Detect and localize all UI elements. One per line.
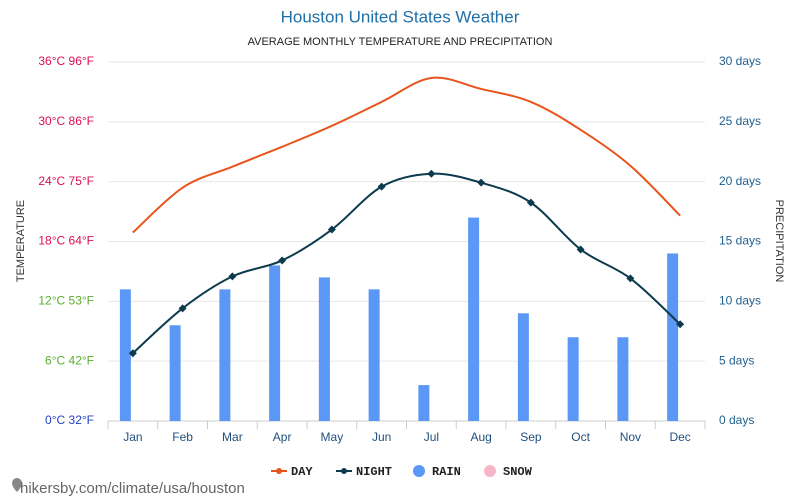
bar: [517, 313, 529, 421]
bar: [667, 253, 679, 421]
bar: [219, 289, 231, 421]
marker: [676, 320, 685, 329]
x-tick-label: Nov: [620, 430, 641, 444]
marker: [427, 169, 436, 178]
bar: [468, 217, 480, 421]
y-tick-label: 30°C 86°F: [38, 114, 94, 128]
y-tick-label: 24°C 75°F: [38, 174, 94, 188]
bar: [617, 337, 629, 421]
marker: [228, 272, 237, 281]
legend-swatch: [484, 465, 496, 477]
marker: [128, 349, 137, 358]
y-tick-label: 6°C 42°F: [45, 353, 94, 367]
bar: [119, 289, 131, 421]
y2-tick-label: 0 days: [719, 413, 754, 427]
marker: [377, 182, 386, 191]
y-tick-label: 18°C 64°F: [38, 234, 94, 248]
y-axis-title: TEMPERATURE: [15, 200, 27, 282]
x-tick-label: Mar: [222, 430, 243, 444]
bar: [169, 325, 181, 421]
legend-label: SNOW: [503, 465, 533, 479]
marker: [477, 178, 486, 187]
x-tick-label: Dec: [669, 430, 690, 444]
x-tick-label: Apr: [273, 430, 292, 444]
marker: [526, 198, 535, 207]
marker: [576, 245, 585, 254]
x-tick-label: Jun: [372, 430, 391, 444]
x-tick-label: Feb: [172, 430, 193, 444]
legend-label: DAY: [291, 465, 313, 479]
legend-label: RAIN: [432, 465, 461, 479]
x-tick-label: Sep: [520, 430, 542, 444]
y-tick-label: 0°C 32°F: [45, 413, 94, 427]
source: hikersby.com/climate/usa/houston: [20, 480, 245, 497]
bar: [418, 385, 430, 421]
legend-label: NIGHT: [356, 465, 392, 479]
chart-title: Houston United States Weather: [281, 7, 520, 26]
x-tick-label: Jul: [424, 430, 439, 444]
marker: [278, 256, 287, 265]
y2-tick-label: 5 days: [719, 353, 754, 367]
line: [132, 172, 681, 354]
pin-icon: [12, 478, 22, 492]
y2-tick-label: 15 days: [719, 234, 761, 248]
bar: [269, 265, 281, 421]
marker: [626, 274, 635, 283]
y2-tick-label: 10 days: [719, 294, 761, 308]
legend-swatch: [341, 468, 347, 474]
y2-axis-title: PRECIPITATION: [773, 200, 785, 283]
x-tick-label: Jan: [123, 430, 142, 444]
y-tick-label: 36°C 96°F: [38, 54, 94, 68]
x-tick-label: Oct: [571, 430, 590, 444]
x-tick-label: May: [321, 430, 344, 444]
y-tick-label: 12°C 53°F: [38, 294, 94, 308]
legend-swatch: [413, 465, 425, 477]
bar: [368, 289, 380, 421]
bar: [567, 337, 579, 421]
marker: [178, 304, 187, 313]
y2-tick-label: 25 days: [719, 114, 761, 128]
marker: [327, 225, 336, 234]
line: [132, 76, 681, 234]
bar: [318, 277, 330, 421]
legend-swatch: [276, 468, 282, 474]
x-tick-label: Aug: [470, 430, 491, 444]
y2-tick-label: 30 days: [719, 54, 761, 68]
chart-subtitle: AVERAGE MONTHLY TEMPERATURE AND PRECIPIT…: [248, 36, 553, 48]
y2-tick-label: 20 days: [719, 174, 761, 188]
